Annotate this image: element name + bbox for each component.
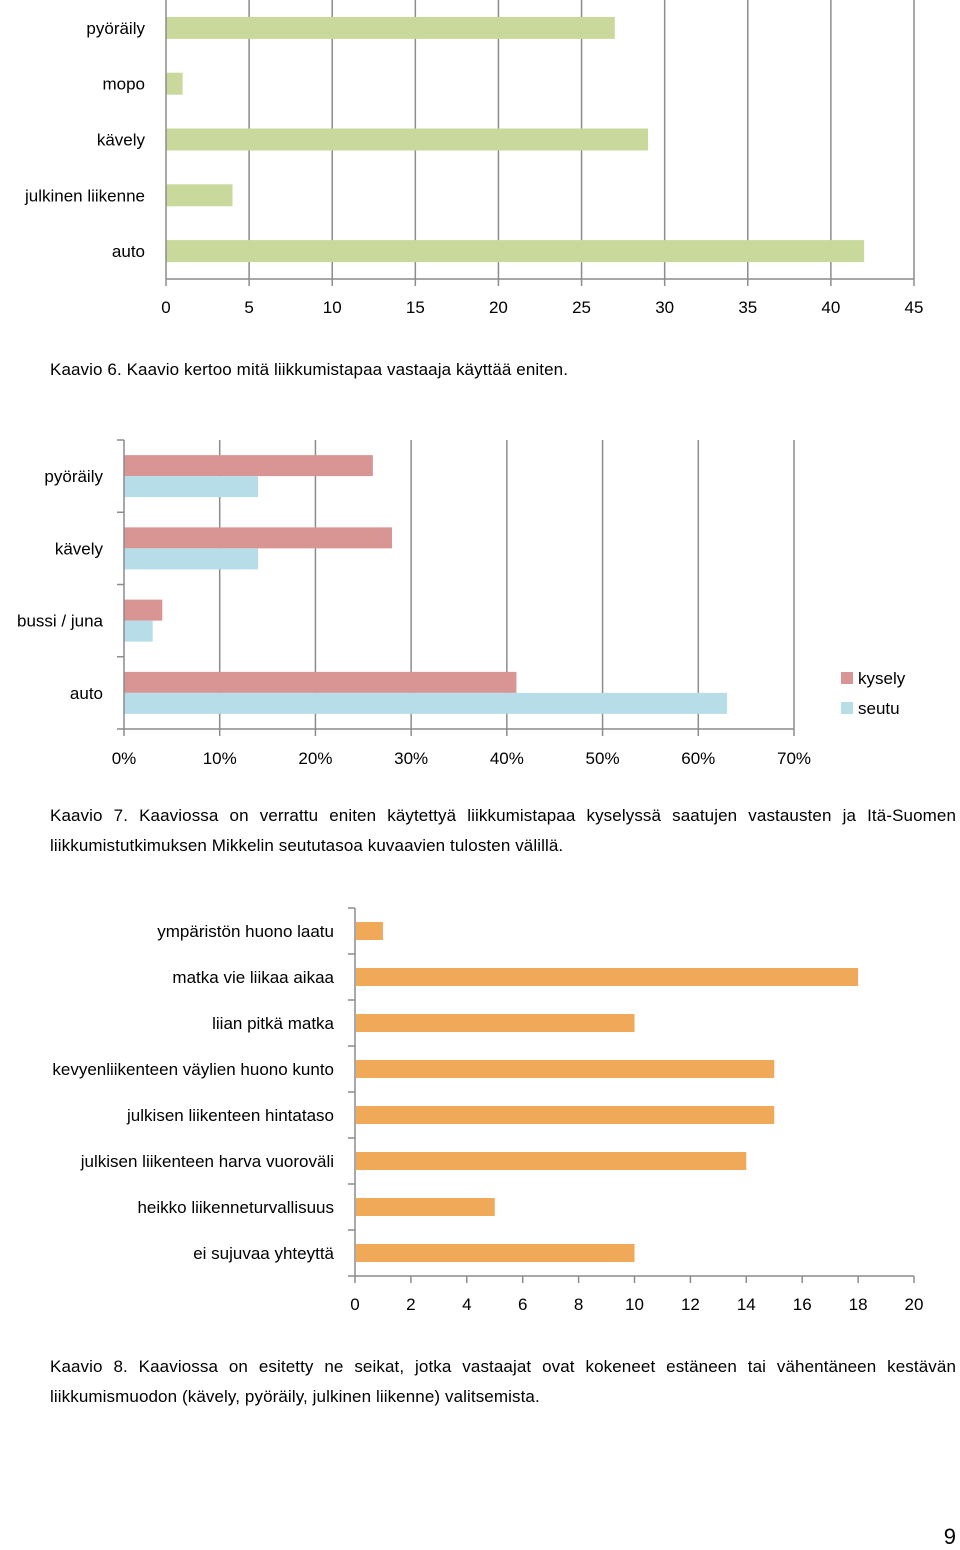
x-tick-label: 4	[462, 1295, 471, 1314]
bar-seutu	[124, 620, 153, 642]
chart-obstacles: 0 2 4 6 8 10 12 14 16 18 20 ympäristön huono laatu m…	[52, 907, 924, 1314]
x-tick-label: 40%	[490, 749, 524, 768]
x-tick-label: 20	[489, 298, 508, 317]
category-label: kävely	[97, 131, 146, 150]
category-label: mopo	[102, 75, 145, 94]
legend-swatch-seutu	[841, 702, 853, 714]
x-tick-label: 14	[737, 1295, 756, 1314]
caption-kaavio-7: Kaavio 7. Kaaviossa on verrattu eniten k…	[50, 806, 956, 855]
category-label: julkisen liikenteen harva vuoroväli	[80, 1152, 334, 1171]
x-tick-label: 25	[572, 298, 591, 317]
x-tick-label: 6	[518, 1295, 527, 1314]
bar	[166, 72, 183, 95]
category-label: julkinen liikenne	[24, 186, 145, 205]
x-tick-label: 30%	[394, 749, 428, 768]
x-tick-label: 20%	[298, 749, 332, 768]
bar	[356, 1198, 495, 1216]
x-tick-label: 40	[821, 298, 840, 317]
bar-kysely	[124, 599, 163, 621]
x-tick-label: 10	[323, 298, 342, 317]
category-label: heikko liikenneturvallisuus	[137, 1198, 334, 1217]
bar	[356, 1152, 747, 1170]
bar	[356, 1106, 775, 1124]
x-tick-label: 0%	[112, 749, 137, 768]
category-label: ympäristön huono laatu	[157, 922, 334, 941]
bar	[166, 240, 865, 263]
legend-swatch-kysely	[841, 672, 853, 684]
x-tick-label: 50%	[586, 749, 620, 768]
bar	[356, 922, 383, 940]
x-tick-label: 12	[681, 1295, 700, 1314]
x-tick-label: 10	[625, 1295, 644, 1314]
category-label: auto	[112, 242, 145, 261]
x-tick-label: 45	[905, 298, 924, 317]
bar	[166, 128, 649, 151]
bar	[356, 1060, 775, 1078]
x-tick-label: 20	[905, 1295, 924, 1314]
x-tick-label: 35	[738, 298, 757, 317]
legend-label: seutu	[858, 699, 900, 718]
caption-kaavio-8: Kaavio 8. Kaaviossa on esitetty ne seika…	[50, 1357, 956, 1406]
bar	[356, 968, 859, 986]
bar-seutu	[124, 476, 258, 498]
category-label: julkisen liikenteen hintataso	[126, 1106, 334, 1125]
category-label: kävely	[55, 539, 104, 558]
bar-kysely	[124, 527, 392, 549]
category-label: kevyenliikenteen väylien huono kunto	[52, 1060, 334, 1079]
chart-transport-comparison: 0% 10% 20% 30% 40% 50% 60% 70% pyöräily kävely bus…	[17, 439, 906, 768]
bar	[356, 1014, 635, 1032]
x-tick-label: 70%	[777, 749, 811, 768]
bar	[356, 1244, 635, 1262]
bar-kysely	[124, 455, 373, 477]
x-tick-label: 18	[849, 1295, 868, 1314]
bar-seutu	[124, 548, 258, 570]
bar	[166, 16, 615, 39]
category-label: bussi / juna	[17, 612, 104, 631]
category-label: pyöräily	[44, 467, 103, 486]
x-tick-label: 5	[244, 298, 253, 317]
x-tick-label: 15	[406, 298, 425, 317]
category-label: ei sujuvaa yhteyttä	[193, 1244, 334, 1263]
category-label: matka vie liikaa aikaa	[172, 968, 334, 987]
x-tick-label: 0	[350, 1295, 359, 1314]
x-tick-label: 2	[406, 1295, 415, 1314]
x-tick-label: 0	[161, 298, 170, 317]
category-label: liian pitkä matka	[212, 1014, 334, 1033]
x-tick-label: 60%	[681, 749, 715, 768]
category-label: auto	[70, 684, 103, 703]
x-tick-label: 16	[793, 1295, 812, 1314]
x-tick-label: 8	[574, 1295, 583, 1314]
x-tick-label: 10%	[203, 749, 237, 768]
x-tick-label: 30	[655, 298, 674, 317]
bar	[166, 184, 233, 207]
page-number: 9	[943, 1524, 956, 1549]
legend-label: kysely	[858, 669, 906, 688]
chart-most-used-transport: 0 5 10 15 20 25 30 35 40 45 pyöräily mopo kävely julk…	[24, 0, 924, 317]
bar-seutu	[124, 692, 727, 714]
caption-kaavio-6: Kaavio 6. Kaavio kertoo mitä liikkumista…	[50, 360, 569, 379]
bar-kysely	[124, 671, 517, 693]
category-label: pyöräily	[86, 19, 145, 38]
